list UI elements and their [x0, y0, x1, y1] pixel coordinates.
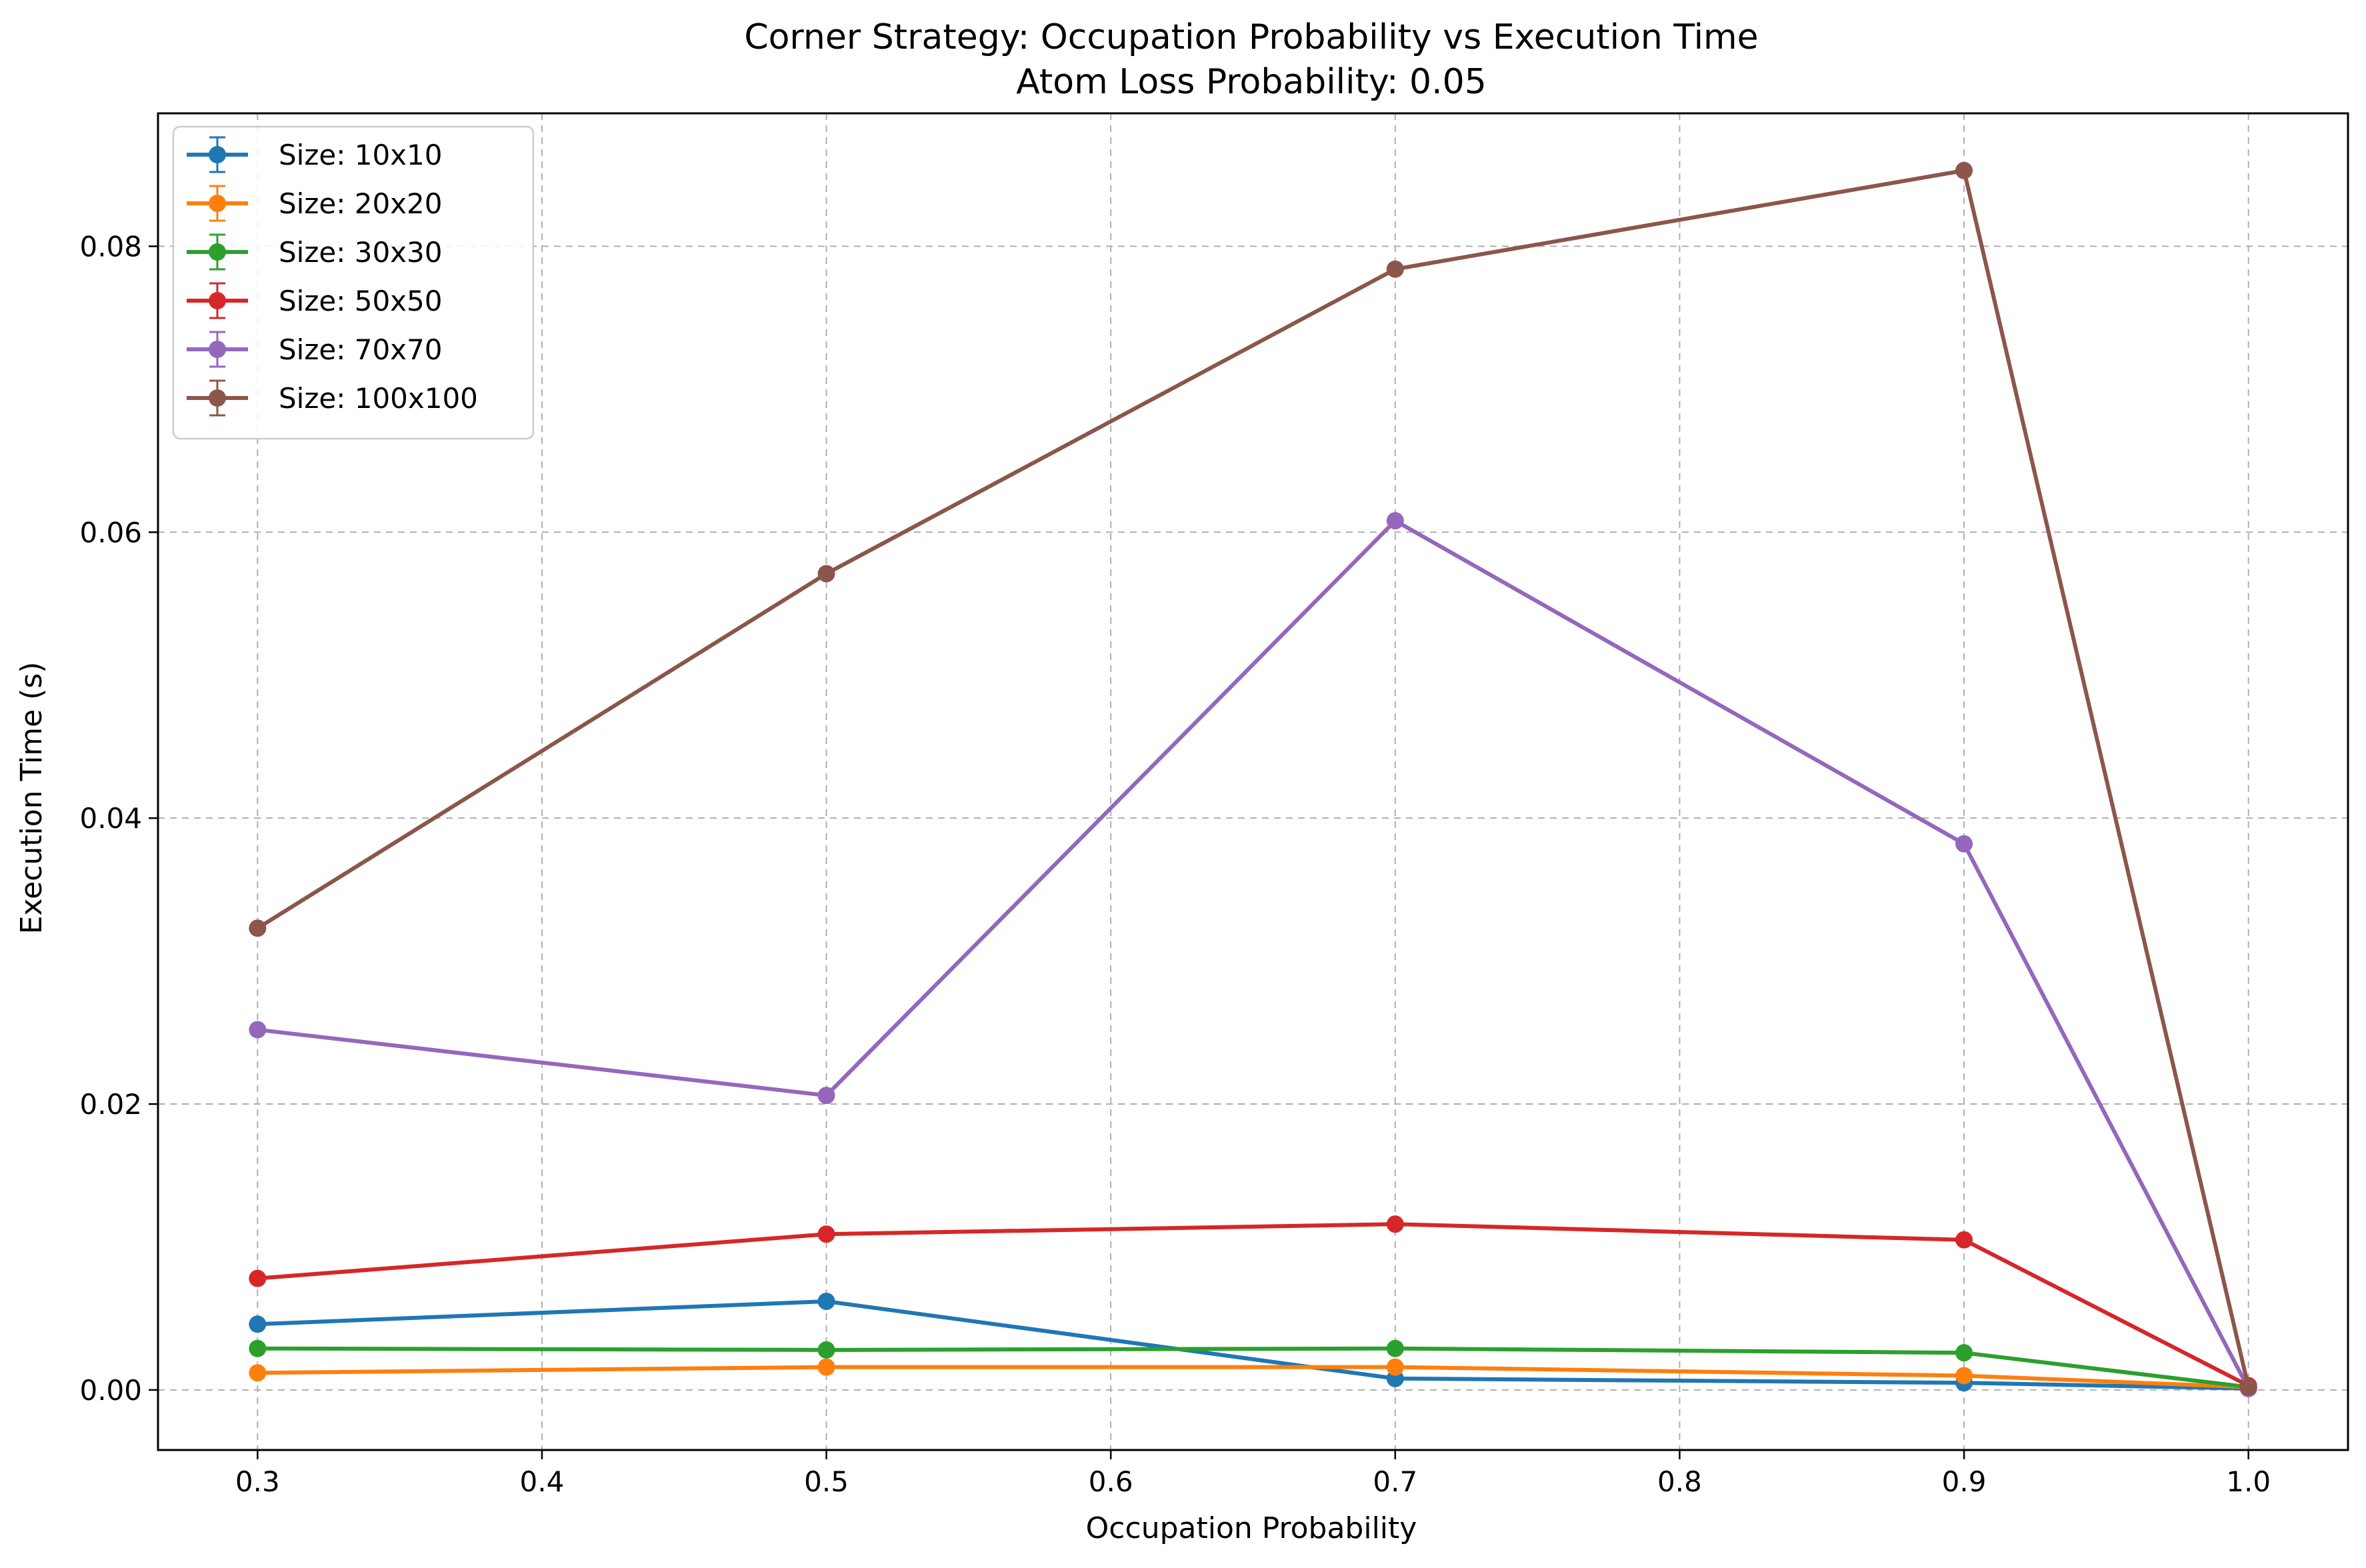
data-point [817, 565, 835, 583]
legend-item: Size: 30x30 [187, 233, 442, 271]
data-point [249, 1339, 267, 1357]
series-6 [249, 161, 2257, 1396]
x-tick-label: 0.4 [520, 1465, 565, 1498]
legend: Size: 10x10 Size: 20x20 Size: 30x30 Size: 5… [172, 125, 535, 440]
data-point [249, 1269, 267, 1287]
data-point [1955, 835, 1973, 853]
plot-area-frame [157, 112, 2349, 1451]
data-point [817, 1225, 835, 1243]
x-tick-label: 1.0 [2226, 1465, 2271, 1498]
x-tick-label: 0.5 [804, 1465, 849, 1498]
data-point [1386, 1215, 1404, 1233]
legend-marker-swatch [209, 341, 226, 358]
legend-marker-swatch [209, 389, 226, 407]
y-axis-label: Execution Time (s) [15, 662, 49, 935]
data-point [817, 1087, 835, 1105]
y-tick-label: 0.02 [79, 1088, 142, 1121]
data-point [1955, 1367, 1973, 1385]
axis-ticks: 0.3 0.4 0.5 0.6 0.7 0.8 0.9 1.0 0.00 0.02 0.04 0.06… [79, 230, 2271, 1498]
data-point [249, 1364, 267, 1382]
legend-marker-swatch [209, 146, 226, 163]
data-point [1386, 260, 1404, 278]
data-point [1386, 1358, 1404, 1376]
data-point [1386, 1339, 1404, 1357]
legend-marker-swatch [209, 195, 226, 212]
legend-item: Size: 50x50 [187, 282, 442, 319]
legend-item: Size: 100x100 [187, 379, 478, 417]
legend-label: Size: 70x70 [279, 333, 442, 366]
legend-label: Size: 100x100 [279, 382, 478, 415]
legend-label: Size: 30x30 [279, 236, 442, 269]
series-3 [249, 1339, 2257, 1396]
data-point [817, 1292, 835, 1310]
data-point [249, 1315, 267, 1333]
data-point [249, 1021, 267, 1039]
chart-title: Corner Strategy: Occupation Probability … [744, 17, 1758, 57]
y-tick-label: 0.00 [79, 1374, 142, 1407]
x-tick-label: 0.8 [1657, 1465, 1702, 1498]
legend-marker-swatch [209, 243, 226, 261]
data-point [249, 919, 267, 937]
data-point [1955, 1344, 1973, 1362]
data-point [1955, 161, 1973, 179]
data-point [817, 1358, 835, 1376]
x-tick-label: 0.9 [1942, 1465, 1987, 1498]
y-tick-label: 0.08 [79, 230, 142, 263]
data-point [1386, 512, 1404, 530]
legend-item: Size: 20x20 [187, 185, 442, 222]
chart-subtitle: Atom Loss Probability: 0.05 [1016, 62, 1487, 102]
data-point [817, 1341, 835, 1359]
y-tick-label: 0.04 [79, 802, 142, 835]
y-tick-label: 0.06 [79, 516, 142, 549]
legend-item: Size: 10x10 [187, 136, 442, 173]
x-axis-label: Occupation Probability [1086, 1511, 1417, 1545]
x-tick-label: 0.7 [1373, 1465, 1417, 1498]
legend-label: Size: 10x10 [279, 139, 442, 171]
grid [158, 113, 2348, 1450]
x-tick-label: 0.3 [235, 1465, 280, 1498]
series-group [249, 161, 2257, 1397]
legend-box [172, 125, 535, 440]
legend-item: Size: 70x70 [187, 331, 442, 368]
x-tick-label: 0.6 [1089, 1465, 1133, 1498]
legend-label: Size: 20x20 [279, 187, 442, 220]
data-point [2239, 1378, 2257, 1396]
legend-marker-swatch [209, 292, 226, 309]
legend-label: Size: 50x50 [279, 285, 442, 317]
data-point [1955, 1231, 1973, 1249]
